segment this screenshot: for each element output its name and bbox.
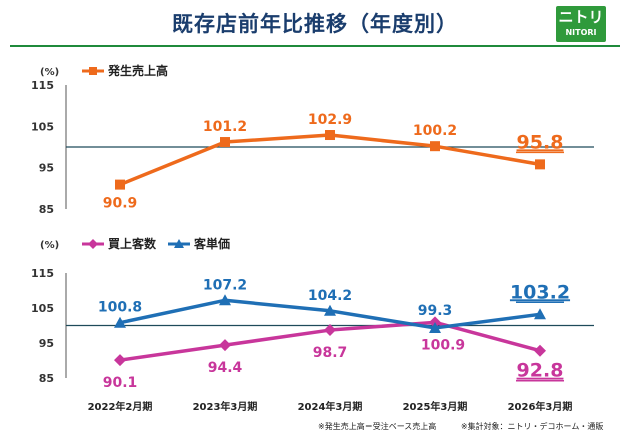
data-label: 100.2: [413, 123, 457, 139]
data-point: [429, 321, 441, 333]
data-label: 100.8: [98, 300, 142, 316]
data-label: 99.3: [418, 303, 453, 319]
data-point: [115, 179, 125, 190]
x-category-label: 2026年3月期: [508, 400, 573, 413]
data-label: 90.1: [103, 375, 138, 391]
data-point: [325, 130, 335, 141]
data-label: 102.9: [308, 112, 352, 128]
data-point: [219, 294, 231, 306]
logo-text-jp: ニトリ: [558, 8, 604, 26]
footnote-sales-definition: ※発生売上高＝受注ベース売上高: [318, 422, 437, 431]
data-label: 90.9: [103, 196, 138, 212]
x-category-label: 2024年3月期: [298, 400, 363, 413]
title-divider: [10, 45, 620, 47]
footnotes: ※発生売上高＝受注ベース売上高 ※集計対象：ニトリ・デコホーム・通販: [318, 421, 625, 432]
data-point: [219, 339, 231, 352]
nitori-logo: ニトリ NITORI: [556, 6, 606, 42]
y-tick-label: 115: [31, 79, 54, 92]
data-point: [324, 324, 336, 337]
y-tick-label: 95: [39, 162, 54, 175]
data-label: 98.7: [313, 345, 348, 361]
data-point: [534, 344, 546, 357]
data-point: [220, 137, 230, 148]
x-category-label: 2023年3月期: [193, 400, 258, 413]
y-tick-label: 115: [31, 267, 54, 280]
legend-marker: [174, 239, 184, 248]
y-tick-label: 105: [31, 302, 54, 315]
data-label: 103.2: [510, 281, 570, 303]
page-title: 既存店前年比推移（年度別）: [172, 12, 458, 36]
data-label: 94.4: [208, 360, 243, 376]
data-label: 107.2: [203, 277, 247, 293]
data-point: [535, 159, 545, 170]
data-point: [324, 304, 336, 316]
data-point: [430, 141, 440, 152]
legend-label: 買上客数: [108, 236, 157, 251]
series-line: [119, 133, 541, 187]
data-label: 100.9: [421, 337, 465, 353]
legend-marker: [88, 239, 98, 249]
y-axis-unit: (%): [40, 67, 59, 78]
data-label: 95.8: [517, 131, 564, 153]
y-axis-unit: (%): [40, 240, 59, 251]
data-label: 101.2: [203, 119, 247, 135]
y-tick-label: 95: [39, 337, 54, 350]
legend-marker: [89, 67, 97, 75]
data-point: [534, 308, 546, 320]
legend-label: 客単価: [193, 236, 230, 251]
y-tick-label: 85: [39, 372, 54, 385]
data-point: [114, 316, 126, 328]
footnote-scope: ※集計対象：ニトリ・デコホーム・通販: [460, 422, 604, 431]
x-category-label: 2025年3月期: [403, 400, 468, 413]
data-label: 104.2: [308, 288, 352, 304]
y-tick-label: 105: [31, 120, 54, 133]
logo-text-en: NITORI: [565, 28, 597, 37]
data-point: [114, 354, 126, 367]
data-label: 92.8: [517, 360, 564, 382]
y-tick-label: 85: [39, 203, 54, 216]
x-category-label: 2022年2月期: [88, 400, 153, 413]
legend-label: 発生売上高: [107, 63, 168, 78]
